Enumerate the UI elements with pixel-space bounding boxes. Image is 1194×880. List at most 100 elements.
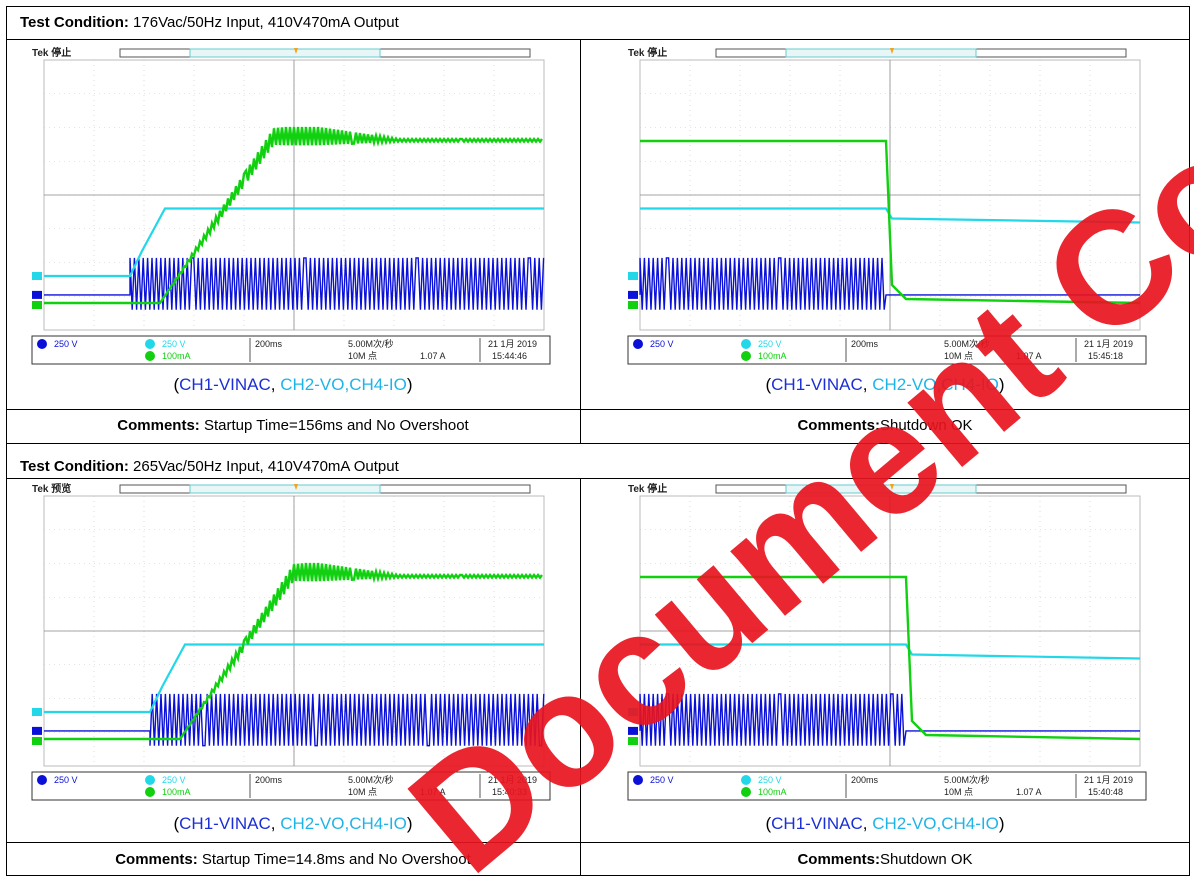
ch4-waveform <box>44 126 543 305</box>
ch2-badge-icon <box>741 775 751 785</box>
trigger-position-icon <box>890 48 894 54</box>
ch4-badge-icon <box>741 787 751 797</box>
ch1-badge-icon <box>633 339 643 349</box>
ch1-marker-icon <box>628 726 638 735</box>
ch2-waveform <box>44 643 544 714</box>
ch2-scale: 250 V <box>758 339 782 349</box>
table-border-bottom <box>6 875 1190 876</box>
ch1-waveform <box>639 257 1140 310</box>
sample-rate-label: 5.00M次/秒 <box>944 338 990 349</box>
scope-screenshot-shutdown-265v: Tek 停止 250 V 250 V 100mA 200ms 5.00M次/秒 10M 点 1… <box>626 482 1148 802</box>
table-rule <box>6 39 1190 40</box>
ch2-scale: 250 V <box>162 339 186 349</box>
timebase-label: 200ms <box>255 339 283 349</box>
trigger-position-icon <box>294 484 298 490</box>
scope-footer <box>627 771 1147 801</box>
sample-rate-label: 5.00M次/秒 <box>348 338 394 349</box>
scope-time-label: 15:40:33 <box>492 787 527 797</box>
record-window <box>785 484 977 494</box>
ch2-scale: 250 V <box>758 775 782 785</box>
ch1-scale: 250 V <box>650 339 674 349</box>
ch1-scale: 250 V <box>650 775 674 785</box>
ch1-waveform <box>44 257 545 310</box>
ch4-badge-icon <box>145 787 155 797</box>
ch1-scale: 250 V <box>54 339 78 349</box>
sample-rate-label: 5.00M次/秒 <box>944 774 990 785</box>
ch2-waveform <box>44 207 544 278</box>
comment-2: Comments:Shutdown OK <box>797 417 973 434</box>
scope-time-label: 15:44:46 <box>492 351 527 361</box>
ch1-waveform <box>44 693 545 747</box>
scope-header: Tek 停止 <box>32 46 71 59</box>
caption-3: (CH1-VINAC, CH2-VO,CH4-IO) <box>173 814 413 833</box>
record-length-label: 10M 点 <box>944 351 973 361</box>
trigger-level-label: 1.07 A <box>1016 787 1042 797</box>
scope-time-label: 15:45:18 <box>1088 351 1123 361</box>
table-border-right <box>1189 6 1190 876</box>
ch4-marker-icon <box>32 737 42 745</box>
ch4-badge-icon <box>741 351 751 361</box>
trigger-position-icon <box>890 484 894 490</box>
scope-screenshot-shutdown-176v: Tek 停止 250 V 250 V 100mA 200ms 5.00M次/秒 10M 点 1… <box>626 46 1148 366</box>
scope-screenshot-startup-176v: Tek 停止 250 V 250 V 100mA 200ms 5.00M次/秒 10M 点 1… <box>30 46 552 366</box>
scope-footer <box>627 335 1147 365</box>
ch4-scale: 100mA <box>758 351 787 361</box>
record-window <box>189 484 381 494</box>
caption-4: (CH1-VINAC, CH2-VO,CH4-IO) <box>765 814 1005 833</box>
ch4-badge-icon <box>145 351 155 361</box>
comment-1: Comments: Startup Time=156ms and No Over… <box>117 417 469 434</box>
ch2-badge-icon <box>145 339 155 349</box>
oscilloscope-display: Tek 停止 250 V 250 V 100mA 200ms 5.00M次/秒 10M 点 1… <box>627 46 1147 365</box>
ch4-marker-icon <box>628 737 638 745</box>
timebase-label: 200ms <box>851 339 879 349</box>
scope-header: Tek 预览 <box>32 482 71 495</box>
ch4-waveform <box>640 139 1141 305</box>
comment-3: Comments: Startup Time=14.8ms and No Ove… <box>115 851 471 868</box>
timebase-label: 200ms <box>255 775 283 785</box>
timebase-label: 200ms <box>851 775 879 785</box>
table-rule <box>6 409 1190 410</box>
report-table: Test Condition: 176Vac/50Hz Input, 410V4… <box>6 6 1190 876</box>
ch1-marker-icon <box>32 726 42 735</box>
oscilloscope-display: Tek 预览 250 V 250 V 100mA 200ms 5.00M次/秒 10M 点 1… <box>31 482 551 801</box>
ch4-scale: 100mA <box>758 787 787 797</box>
record-window <box>189 48 381 58</box>
ch4-scale: 100mA <box>162 787 191 797</box>
scope-header: Tek 停止 <box>628 482 667 495</box>
record-length-label: 10M 点 <box>944 787 973 797</box>
record-window <box>785 48 977 58</box>
scope-footer <box>31 771 551 801</box>
table-rule <box>6 842 1190 843</box>
ch1-badge-icon <box>633 775 643 785</box>
trigger-level-label: 1.07 A <box>1016 351 1042 361</box>
ch1-badge-icon <box>37 339 47 349</box>
ch1-scale: 250 V <box>54 775 78 785</box>
ch2-badge-icon <box>145 775 155 785</box>
trigger-level-label: 1.07 A <box>420 787 446 797</box>
scope-date-label: 21 1月 2019 <box>488 775 537 785</box>
record-length-label: 10M 点 <box>348 787 377 797</box>
scope-header: Tek 停止 <box>628 46 667 59</box>
table-border-left <box>6 6 7 876</box>
table-border-top <box>6 6 1190 7</box>
caption-2: (CH1-VINAC, CH2-VO,CH4-IO) <box>765 375 1005 394</box>
scope-time-label: 15:40:48 <box>1088 787 1123 797</box>
caption-1: (CH1-VINAC, CH2-VO,CH4-IO) <box>173 375 413 394</box>
ch1-marker-icon <box>628 290 638 299</box>
ch4-scale: 100mA <box>162 351 191 361</box>
scope-date-label: 21 1月 2019 <box>1084 339 1133 349</box>
ch1-marker-icon <box>32 290 42 299</box>
oscilloscope-display: Tek 停止 250 V 250 V 100mA 200ms 5.00M次/秒 10M 点 1… <box>627 482 1147 801</box>
scope-date-label: 21 1月 2019 <box>1084 775 1133 785</box>
table-divider <box>580 39 581 443</box>
table-divider <box>580 478 581 876</box>
ch4-marker-icon <box>628 301 638 309</box>
scope-footer <box>31 335 551 365</box>
ch2-marker-icon <box>628 272 638 280</box>
ch2-marker-icon <box>32 272 42 280</box>
scope-screenshot-startup-265v: Tek 预览 250 V 250 V 100mA 200ms 5.00M次/秒 10M 点 1… <box>30 482 552 802</box>
ch2-marker-icon <box>628 708 638 716</box>
scope-date-label: 21 1月 2019 <box>488 339 537 349</box>
ch2-badge-icon <box>741 339 751 349</box>
comment-4: Comments:Shutdown OK <box>797 851 973 868</box>
